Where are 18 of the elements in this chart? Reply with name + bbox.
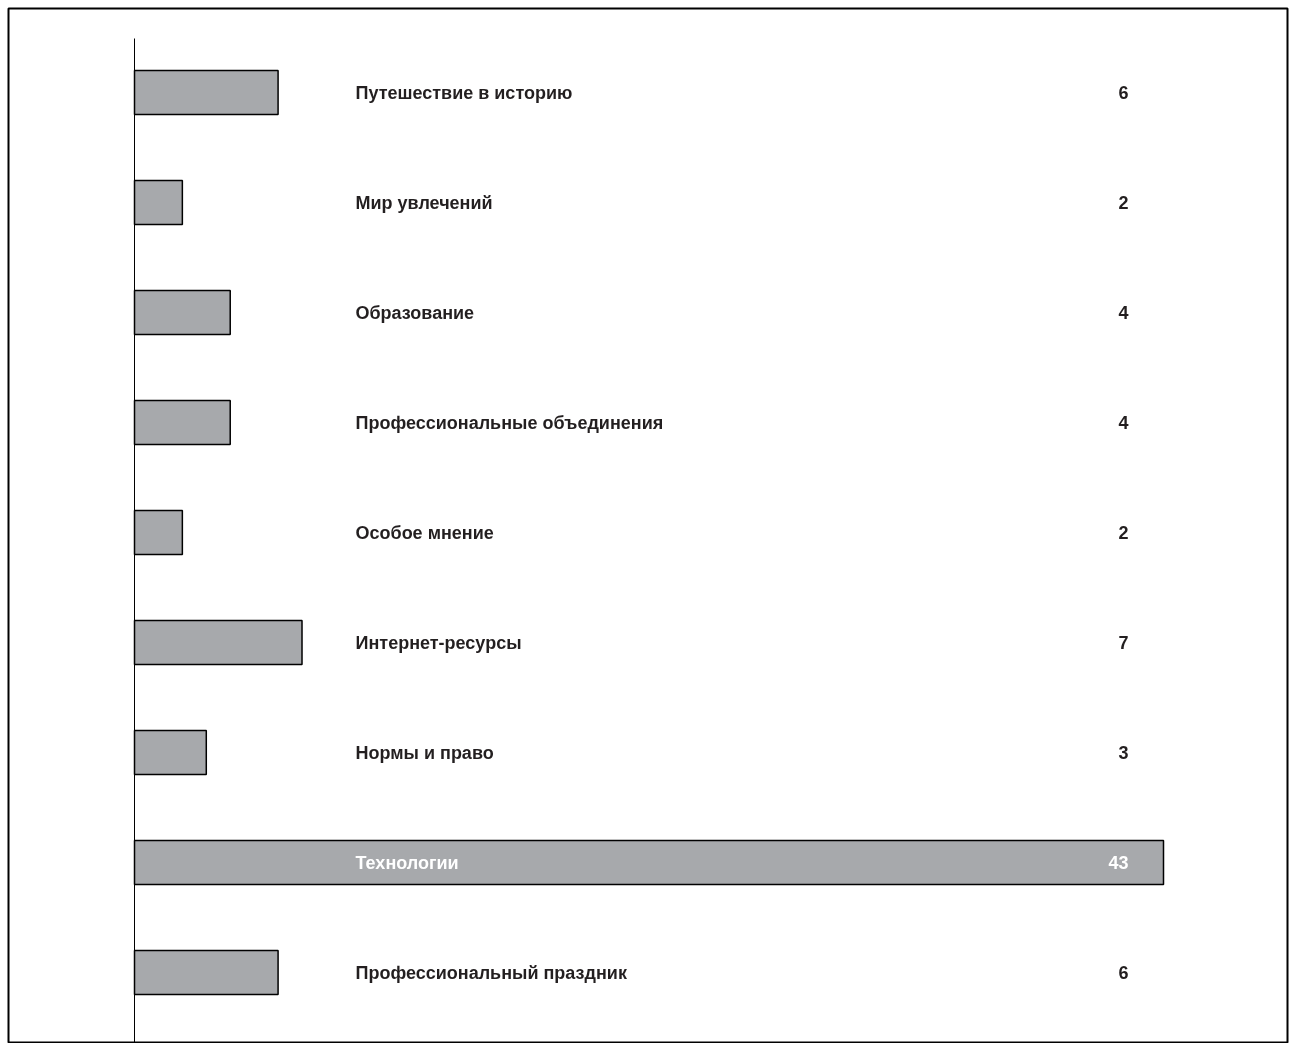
y-tick-label: Технологии bbox=[355, 852, 459, 873]
y-tick-label: Интернет-ресурсы bbox=[355, 632, 522, 653]
y-tick-label: Особое мнение bbox=[355, 522, 494, 543]
y-tick-label: Путешествие в историю bbox=[355, 82, 573, 103]
data-label: 2 bbox=[1118, 193, 1129, 213]
data-label: 3 bbox=[1118, 743, 1129, 763]
data-label: 43 bbox=[1108, 853, 1129, 873]
data-label: 6 bbox=[1118, 83, 1129, 103]
data-label: 4 bbox=[1118, 303, 1129, 323]
y-tick-label: Профессиональные объединения bbox=[355, 412, 664, 433]
data-label: 4 bbox=[1118, 413, 1129, 433]
y-tick-label: Мир увлечений bbox=[355, 192, 493, 213]
data-label: 2 bbox=[1118, 523, 1129, 543]
y-tick-label: Образование bbox=[355, 302, 475, 323]
y-tick-label: Профессиональный праздник bbox=[355, 962, 628, 983]
data-label: 6 bbox=[1118, 963, 1129, 983]
y-tick-label: Нормы и право bbox=[355, 742, 494, 763]
data-label: 7 bbox=[1118, 633, 1129, 653]
